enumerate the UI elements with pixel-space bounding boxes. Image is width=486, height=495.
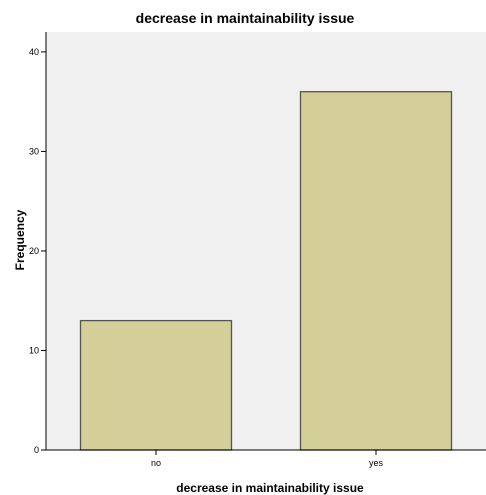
y-axis-label: Frequency [13,209,27,270]
y-tick-label-30: 30 [29,146,39,156]
x-tick-label-no: no [151,458,161,468]
y-tick-label-40: 40 [29,47,39,57]
y-tick-label-10: 10 [29,345,39,355]
y-tick-label-0: 0 [34,445,39,455]
bars [79,91,453,451]
bar-yes [299,91,453,451]
bar-no [79,319,233,451]
y-tick-label-20: 20 [29,246,39,256]
chart-title: decrease in maintainability issue [136,10,355,26]
x-tick-label-yes: yes [369,458,384,468]
axes [45,32,486,451]
x-axis-ticks: no yes [151,450,384,468]
x-axis-label: decrease in maintainability issue [176,481,364,495]
y-axis-ticks: 0 10 20 30 40 [29,47,46,455]
